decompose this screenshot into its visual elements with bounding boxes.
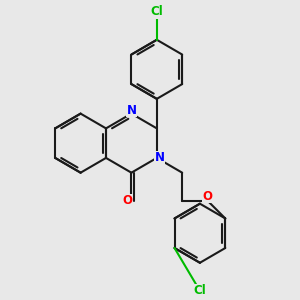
Text: Cl: Cl: [194, 284, 206, 297]
Text: O: O: [202, 190, 213, 203]
Text: N: N: [126, 103, 136, 117]
Text: O: O: [122, 194, 132, 207]
Text: N: N: [155, 152, 165, 164]
Text: Cl: Cl: [150, 5, 163, 18]
